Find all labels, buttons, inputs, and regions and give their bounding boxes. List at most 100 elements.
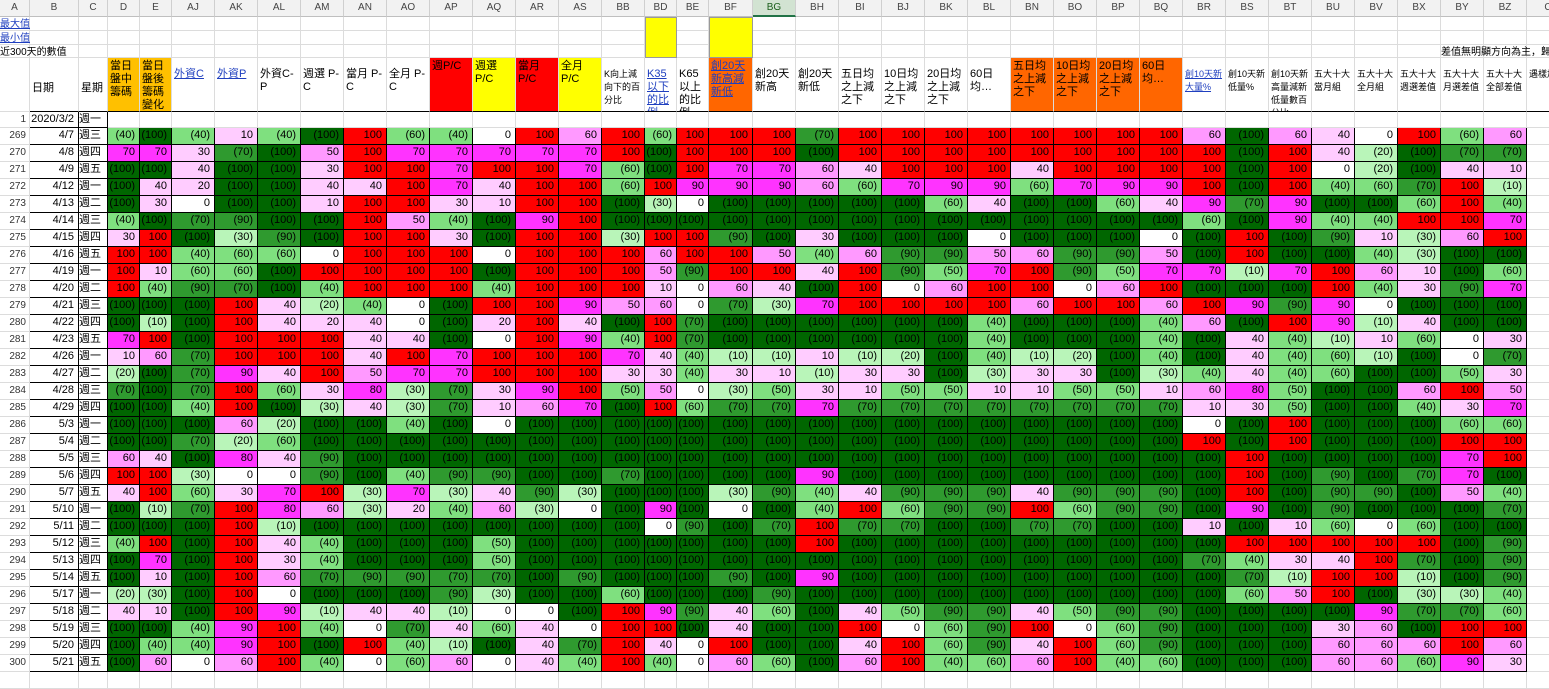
value-cell[interactable]: 100 bbox=[1269, 162, 1312, 179]
value-cell[interactable]: (100) bbox=[140, 434, 172, 451]
value-cell[interactable]: (70) bbox=[602, 468, 645, 485]
value-cell[interactable]: 60 bbox=[559, 128, 602, 145]
value-cell[interactable]: (100) bbox=[473, 451, 516, 468]
value-cell[interactable]: 40 bbox=[516, 655, 559, 672]
value-cell[interactable]: (100) bbox=[968, 451, 1011, 468]
value-cell[interactable]: (100) bbox=[140, 383, 172, 400]
value-cell[interactable]: (10) bbox=[709, 349, 753, 366]
value-cell[interactable]: 40 bbox=[172, 162, 215, 179]
value-cell[interactable]: (30) bbox=[387, 400, 430, 417]
value-cell[interactable]: (100) bbox=[1097, 451, 1140, 468]
value-cell[interactable]: 100 bbox=[709, 264, 753, 281]
value-cell[interactable]: (40) bbox=[108, 536, 140, 553]
value-cell[interactable]: (100) bbox=[925, 332, 968, 349]
value-cell[interactable]: (100) bbox=[1226, 604, 1269, 621]
column-letter[interactable]: AQ bbox=[473, 0, 516, 17]
value-cell[interactable]: (40) bbox=[925, 655, 968, 672]
value-cell[interactable]: 100 bbox=[516, 349, 559, 366]
value-cell[interactable]: (60) bbox=[1097, 196, 1140, 213]
value-cell[interactable]: 0 bbox=[258, 468, 301, 485]
value-cell[interactable]: (10) bbox=[753, 349, 796, 366]
value-cell[interactable]: (20) bbox=[108, 587, 140, 604]
column-header[interactable]: 外資C bbox=[172, 58, 215, 112]
value-cell[interactable]: 10 bbox=[108, 349, 140, 366]
value-cell[interactable]: (100) bbox=[1484, 315, 1527, 332]
value-cell[interactable]: (100) bbox=[430, 536, 473, 553]
value-cell[interactable]: (60) bbox=[602, 162, 645, 179]
value-cell[interactable]: 60 bbox=[925, 281, 968, 298]
value-cell[interactable]: (40) bbox=[1312, 179, 1355, 196]
value-cell[interactable]: (40) bbox=[344, 298, 387, 315]
value-cell[interactable]: (100) bbox=[344, 417, 387, 434]
value-cell[interactable]: (100) bbox=[140, 366, 172, 383]
value-cell[interactable]: (100) bbox=[1054, 196, 1097, 213]
column-header[interactable]: K35以下的比例 bbox=[645, 58, 677, 112]
value-cell[interactable]: (100) bbox=[1183, 604, 1226, 621]
value-cell[interactable]: 100 bbox=[258, 349, 301, 366]
value-cell[interactable]: (40) bbox=[968, 315, 1011, 332]
value-cell[interactable]: 70 bbox=[387, 366, 430, 383]
value-cell[interactable]: (100) bbox=[1140, 553, 1183, 570]
value-cell[interactable]: (60) bbox=[882, 502, 925, 519]
value-cell[interactable]: (100) bbox=[1484, 519, 1527, 536]
value-cell[interactable]: (100) bbox=[344, 587, 387, 604]
value-cell[interactable]: 40 bbox=[1140, 196, 1183, 213]
value-cell[interactable]: (100) bbox=[108, 162, 140, 179]
value-cell[interactable]: (100) bbox=[1484, 468, 1527, 485]
value-cell[interactable]: 40 bbox=[1011, 162, 1054, 179]
value-cell[interactable]: 100 bbox=[602, 128, 645, 145]
value-cell[interactable]: (90) bbox=[516, 485, 559, 502]
value-cell[interactable]: 100 bbox=[516, 196, 559, 213]
value-cell[interactable]: (10) bbox=[1484, 179, 1527, 196]
value-cell[interactable]: 40 bbox=[1011, 485, 1054, 502]
value-cell[interactable]: (70) bbox=[172, 383, 215, 400]
value-cell[interactable]: (90) bbox=[925, 485, 968, 502]
value-cell[interactable]: (70) bbox=[172, 434, 215, 451]
value-cell[interactable]: (70) bbox=[1398, 604, 1441, 621]
value-cell[interactable]: (100) bbox=[108, 179, 140, 196]
value-cell[interactable]: (100) bbox=[1269, 604, 1312, 621]
value-cell[interactable]: (100) bbox=[301, 128, 344, 145]
value-cell[interactable]: 100 bbox=[1183, 179, 1226, 196]
value-cell[interactable]: 100 bbox=[215, 349, 258, 366]
value-cell[interactable]: 100 bbox=[645, 332, 677, 349]
value-cell[interactable]: (70) bbox=[215, 145, 258, 162]
value-cell[interactable]: 80 bbox=[1226, 383, 1269, 400]
value-cell[interactable]: 100 bbox=[1441, 213, 1484, 230]
value-cell[interactable]: (100) bbox=[1140, 213, 1183, 230]
value-cell[interactable]: (70) bbox=[677, 332, 709, 349]
value-cell[interactable]: 70 bbox=[1484, 281, 1527, 298]
value-cell[interactable]: 10 bbox=[140, 264, 172, 281]
value-cell[interactable]: 100 bbox=[516, 366, 559, 383]
value-cell[interactable]: (40) bbox=[301, 621, 344, 638]
value-cell[interactable]: 100 bbox=[559, 247, 602, 264]
value-cell[interactable]: 90 bbox=[796, 570, 839, 587]
value-cell[interactable]: (100) bbox=[301, 434, 344, 451]
value-cell[interactable]: (70) bbox=[1011, 519, 1054, 536]
value-cell[interactable]: 100 bbox=[108, 281, 140, 298]
value-cell[interactable]: 90 bbox=[215, 366, 258, 383]
value-cell[interactable]: 100 bbox=[1355, 570, 1398, 587]
value-cell[interactable]: (30) bbox=[709, 485, 753, 502]
value-cell[interactable]: (70) bbox=[1054, 400, 1097, 417]
value-cell[interactable]: (40) bbox=[1183, 366, 1226, 383]
value-cell[interactable]: (100) bbox=[1226, 162, 1269, 179]
column-letter[interactable]: BP bbox=[1097, 0, 1140, 17]
value-cell[interactable]: 100 bbox=[925, 128, 968, 145]
value-cell[interactable]: (100) bbox=[882, 332, 925, 349]
value-cell[interactable]: (60) bbox=[753, 655, 796, 672]
value-cell[interactable]: (60) bbox=[1097, 638, 1140, 655]
value-cell[interactable]: 40 bbox=[344, 349, 387, 366]
value-cell[interactable]: (60) bbox=[1484, 264, 1527, 281]
value-cell[interactable]: (100) bbox=[925, 349, 968, 366]
value-cell[interactable]: (30) bbox=[968, 366, 1011, 383]
value-cell[interactable]: 100 bbox=[344, 281, 387, 298]
value-cell[interactable]: (50) bbox=[1054, 604, 1097, 621]
value-cell[interactable]: (90) bbox=[677, 604, 709, 621]
value-cell[interactable]: (100) bbox=[140, 400, 172, 417]
value-cell[interactable]: (70) bbox=[1054, 519, 1097, 536]
value-cell[interactable]: 0 bbox=[1355, 298, 1398, 315]
value-cell[interactable]: 0 bbox=[172, 655, 215, 672]
value-cell[interactable]: 0 bbox=[516, 604, 559, 621]
value-cell[interactable]: 100 bbox=[301, 485, 344, 502]
